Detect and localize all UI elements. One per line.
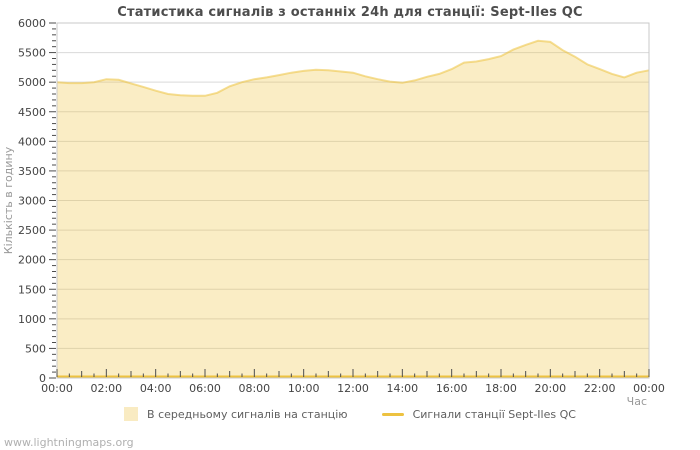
y-axis-ticks (49, 22, 56, 379)
y-tick-label: 5500 (18, 47, 46, 60)
x-tick-label: 06:00 (189, 382, 221, 395)
y-tick-label: 5000 (18, 76, 46, 89)
y-tick-label: 2500 (18, 224, 46, 237)
line-swatch-icon (381, 412, 404, 416)
x-tick-label: 12:00 (337, 382, 369, 395)
y-tick-label: 2000 (18, 254, 46, 267)
x-tick-label: 02:00 (90, 382, 122, 395)
y-tick-label: 1000 (18, 313, 46, 326)
legend-item-average: В середньому сигналів на станцію (124, 407, 348, 421)
x-tick-label: 14:00 (386, 382, 418, 395)
legend-label-station: Сигнали станції Sept-Iles QC (412, 407, 576, 421)
chart-title: Статистика сигналів з останніх 24h для с… (117, 5, 583, 20)
y-tick-label: 3500 (18, 165, 46, 178)
y-axis-tick-labels: 0 500 1000 1500 2000 2500 3000 3500 4000 4500 5000… (18, 17, 46, 385)
y-tick-label: 0 (39, 372, 46, 385)
x-tick-label: 04:00 (140, 382, 172, 395)
x-tick-label: 20:00 (534, 382, 566, 395)
x-tick-label: 08:00 (238, 382, 270, 395)
y-tick-label: 500 (25, 342, 46, 355)
x-tick-label: 22:00 (584, 382, 616, 395)
y-tick-label: 3000 (18, 195, 46, 208)
area-swatch-icon (124, 407, 139, 421)
x-axis-title: Час (627, 395, 647, 405)
signals-chart: 0 500 1000 1500 2000 2500 3000 3500 4000 4500 5000… (2, 17, 665, 405)
x-tick-label: 00:00 (633, 382, 665, 395)
y-tick-label: 1500 (18, 283, 46, 296)
chart-legend: В середньому сигналів на станцію Сигнали… (0, 407, 700, 421)
y-axis-title: Кількість в годину (2, 146, 15, 254)
x-tick-label: 10:00 (288, 382, 320, 395)
x-axis-ticks (56, 369, 650, 377)
legend-item-station: Сигнали станції Sept-Iles QC (381, 407, 576, 421)
x-tick-label: 16:00 (436, 382, 468, 395)
gridlines (57, 52, 649, 349)
series-average-area (56, 39, 650, 379)
legend-label-average: В середньому сигналів на станцію (147, 407, 348, 421)
x-axis-tick-labels: 00:00 02:00 04:00 06:00 08:00 10:00 12:00 14:00… (41, 382, 665, 395)
y-tick-label: 4500 (18, 106, 46, 119)
x-tick-label: 00:00 (41, 382, 73, 395)
y-tick-label: 6000 (18, 17, 46, 30)
watermark-link[interactable]: www.lightningmaps.org (4, 436, 134, 449)
x-tick-label: 18:00 (485, 382, 517, 395)
plot-border (56, 22, 650, 379)
y-tick-label: 4000 (18, 135, 46, 148)
